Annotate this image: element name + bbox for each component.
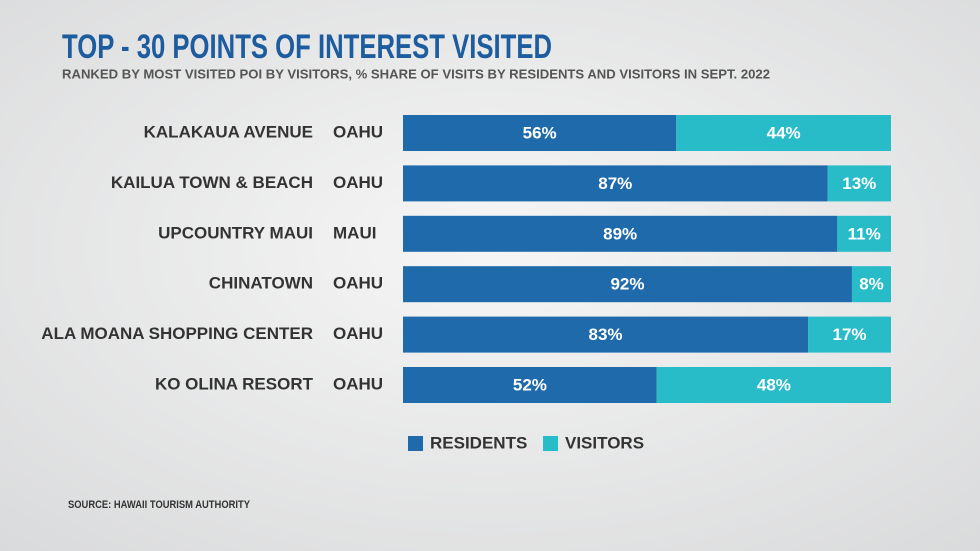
value-label: 52% <box>513 375 547 394</box>
value-label: 87% <box>598 174 632 193</box>
bar-segment <box>827 165 891 202</box>
legend-label: RESIDENTS <box>430 433 527 452</box>
island-label: OAHU <box>333 173 383 192</box>
legend-swatch <box>543 436 558 451</box>
legend-swatch <box>408 436 423 451</box>
bar-segment <box>403 266 852 303</box>
value-label: 8% <box>859 275 884 294</box>
value-label: 17% <box>833 325 867 344</box>
chart-title: TOP - 30 POINTS OF INTEREST VISITED <box>62 28 552 66</box>
category-label: KALAKAUA AVENUE <box>144 122 313 141</box>
bar-segment <box>403 367 657 403</box>
island-label: MAUI <box>333 223 376 242</box>
category-label: CHINATOWN <box>209 274 313 293</box>
value-label: 48% <box>757 375 791 394</box>
value-label: 11% <box>848 224 881 243</box>
bar-segment <box>403 316 809 353</box>
bar-segment <box>403 115 677 151</box>
island-label: OAHU <box>333 122 383 141</box>
bar-segment <box>851 266 891 303</box>
bar-segment <box>403 215 838 252</box>
chart-subtitle: RANKED BY MOST VISITED POI BY VISITORS, … <box>62 66 770 81</box>
bar-segment <box>676 115 891 151</box>
island-label: OAHU <box>333 274 383 293</box>
value-label: 92% <box>610 275 644 294</box>
category-label: ALA MOANA SHOPPING CENTER <box>41 324 313 343</box>
bar-segment <box>837 215 891 252</box>
value-label: 83% <box>589 325 623 344</box>
category-label: KAILUA TOWN & BEACH <box>111 173 313 192</box>
bar-segment <box>656 367 891 403</box>
value-label: 44% <box>767 123 801 142</box>
value-label: 89% <box>603 224 637 243</box>
value-label: 56% <box>523 123 557 142</box>
island-label: OAHU <box>333 374 383 393</box>
bar-segment <box>808 316 891 353</box>
source: SOURCE: HAWAII TOURISM AUTHORITY <box>68 499 251 511</box>
value-label: 13% <box>842 174 876 193</box>
bar-segment <box>403 165 828 202</box>
category-label: KO OLINA RESORT <box>155 374 314 393</box>
category-label: UPCOUNTRY MAUI <box>158 223 313 242</box>
legend-label: VISITORS <box>565 433 644 452</box>
island-label: OAHU <box>333 324 383 343</box>
